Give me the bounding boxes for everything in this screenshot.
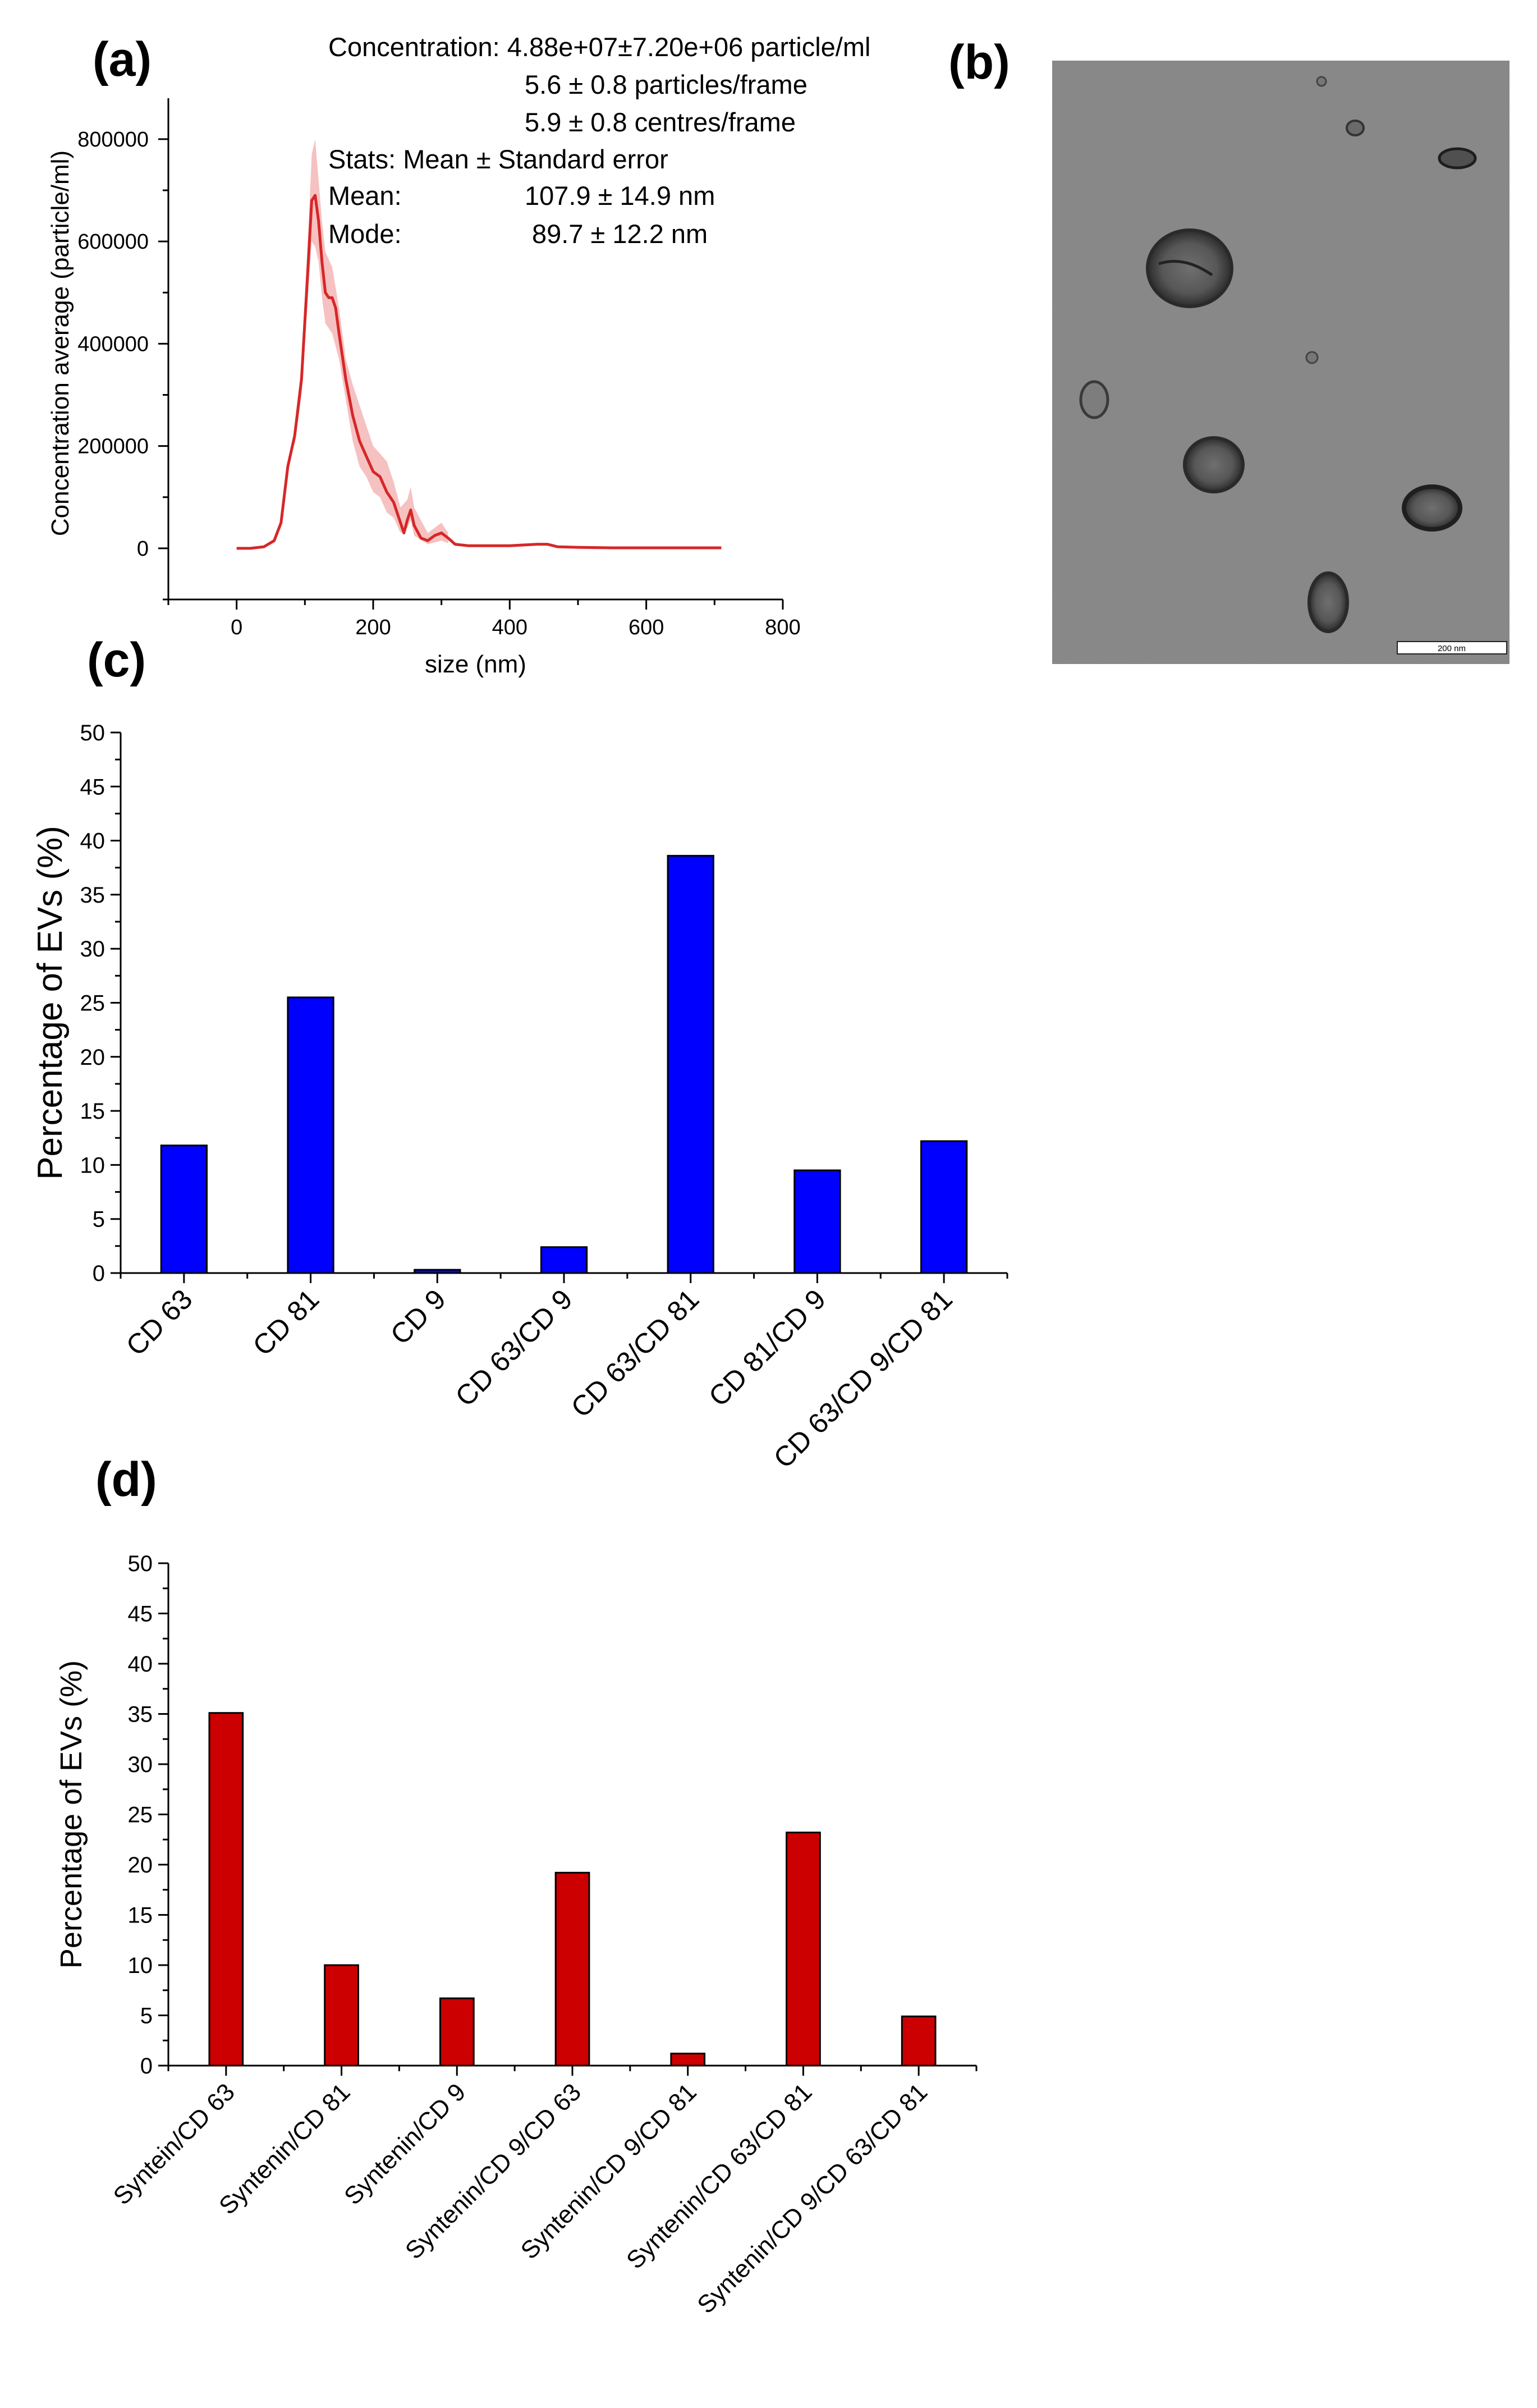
nta-centres-per-frame-text: 5.9 ± 0.8 centres/frame bbox=[525, 107, 796, 137]
nta-size-distribution-chart: 0 200 400 600 800 0 200000 400000 600000 800000 si… bbox=[47, 98, 801, 678]
y-tick-label: 800000 bbox=[77, 128, 149, 152]
panel-label-a: (a) bbox=[93, 33, 152, 86]
y-tick-label: 25 bbox=[128, 1803, 153, 1828]
nta-mean-value: 107.9 ± 14.9 nm bbox=[525, 181, 715, 210]
y-tick-label: 45 bbox=[128, 1602, 153, 1627]
x-tick-label: 0 bbox=[231, 616, 242, 639]
y-tick-label: 50 bbox=[128, 1551, 153, 1576]
bar-2 bbox=[324, 1964, 359, 2067]
bar-5 bbox=[667, 855, 714, 1274]
y-tick-label: 20 bbox=[80, 1045, 105, 1070]
bar-3 bbox=[439, 1997, 475, 2067]
y-tick-label: 5 bbox=[93, 1207, 105, 1232]
nta-mode-label: Mode: bbox=[328, 219, 402, 249]
x-tick-label: 800 bbox=[765, 616, 800, 639]
scale-bar-label: 200 nm bbox=[1438, 644, 1466, 653]
vesicle bbox=[1316, 76, 1327, 87]
tem-background bbox=[1052, 61, 1510, 664]
bar-5 bbox=[670, 2053, 706, 2067]
y-tick-label: 10 bbox=[128, 1953, 153, 1978]
y-tick-label: 40 bbox=[80, 829, 105, 854]
bar-1 bbox=[208, 1712, 244, 2067]
vesicle bbox=[1346, 120, 1365, 136]
tem-micrograph: 200 nm bbox=[1052, 61, 1510, 664]
y-tick-label: 0 bbox=[137, 537, 149, 561]
y-tick-label: 30 bbox=[80, 937, 105, 962]
vesicle bbox=[1402, 484, 1462, 532]
bar-4 bbox=[540, 1246, 588, 1274]
nta-error-band bbox=[295, 139, 448, 544]
vesicle bbox=[1307, 571, 1349, 633]
vesicle bbox=[1438, 147, 1477, 170]
nta-concentration-line bbox=[236, 194, 722, 550]
y-tick-label: 30 bbox=[128, 1752, 153, 1777]
x-tick-label: 400 bbox=[492, 616, 527, 639]
y-tick-label: 400000 bbox=[77, 332, 149, 356]
y-tick-label: 25 bbox=[80, 991, 105, 1016]
y-axis-label: Concentration average (particle/ml) bbox=[47, 150, 74, 536]
bar-7 bbox=[901, 2015, 937, 2067]
y-tick-label: 45 bbox=[80, 775, 105, 799]
y-tick-label: 40 bbox=[128, 1652, 153, 1677]
x-tick-label: 600 bbox=[628, 616, 664, 639]
nta-mean-label: Mean: bbox=[328, 181, 402, 210]
y-tick-label: 0 bbox=[140, 2054, 153, 2079]
bar-7 bbox=[920, 1140, 968, 1274]
vesicle-fold bbox=[1158, 260, 1213, 277]
y-tick-label: 35 bbox=[128, 1702, 153, 1727]
y-axis-label: Percentage of EVs (%) bbox=[54, 1660, 88, 1968]
panel-label-c: (c) bbox=[87, 633, 146, 687]
y-tick-label: 5 bbox=[140, 2004, 153, 2029]
y-tick-label: 35 bbox=[80, 883, 105, 908]
nta-stats-annotation: Concentration: 4.88e+07±7.20e+06 particl… bbox=[328, 32, 870, 249]
nta-stats-header-text: Stats: Mean ± Standard error bbox=[328, 144, 668, 174]
y-tick-label: 15 bbox=[80, 1099, 105, 1124]
y-axis-label: Percentage of EVs (%) bbox=[31, 826, 70, 1180]
y-tick-label: 50 bbox=[80, 721, 105, 745]
y-tick-label: 0 bbox=[93, 1261, 105, 1286]
y-tick-label: 600000 bbox=[77, 230, 149, 254]
y-tick-label: 10 bbox=[80, 1153, 105, 1178]
y-tick-label: 15 bbox=[128, 1903, 153, 1928]
x-tick-label: 200 bbox=[355, 616, 391, 639]
vesicle bbox=[1305, 351, 1319, 364]
y-tick-label: 20 bbox=[128, 1853, 153, 1878]
bar-2 bbox=[287, 996, 334, 1274]
nta-mode-value: 89.7 ± 12.2 nm bbox=[532, 219, 708, 249]
panel-label-d: (d) bbox=[95, 1453, 157, 1507]
nta-concentration-text: Concentration: 4.88e+07±7.20e+06 particl… bbox=[328, 32, 870, 62]
vesicle bbox=[1146, 228, 1233, 308]
bar-1 bbox=[160, 1145, 208, 1274]
x-axis-label: size (nm) bbox=[425, 651, 526, 678]
bar-4 bbox=[554, 1871, 590, 2067]
vesicle bbox=[1079, 380, 1109, 419]
vesicle bbox=[1183, 436, 1245, 493]
scale-bar bbox=[1397, 641, 1507, 654]
panel-label-b: (b) bbox=[948, 35, 1010, 89]
y-tick-label: 200000 bbox=[77, 435, 149, 459]
bar-6 bbox=[786, 1832, 821, 2067]
nta-particles-per-frame-text: 5.6 ± 0.8 particles/frame bbox=[525, 70, 808, 99]
bar-6 bbox=[793, 1169, 841, 1274]
